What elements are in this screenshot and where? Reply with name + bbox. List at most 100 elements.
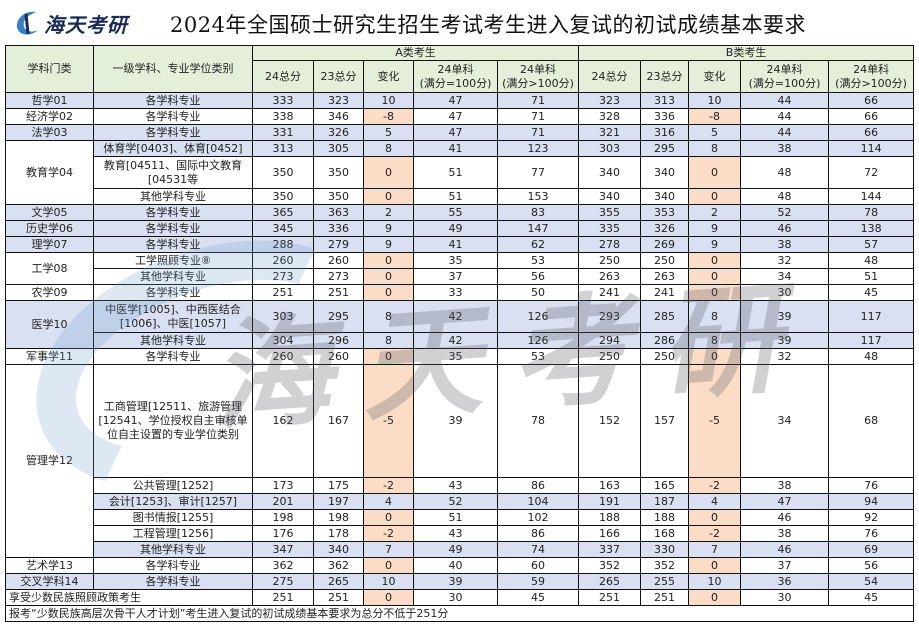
score-a-total23: 326: [313, 124, 364, 141]
score-b-total24: 355: [578, 204, 642, 221]
header-b-col-4: 24单科 (满分>100分): [828, 60, 915, 93]
score-b-single100: 46: [740, 220, 830, 237]
logo-icon: [12, 8, 42, 38]
score-a-single-over100: 126: [496, 300, 580, 333]
score-a-change: 9: [363, 236, 414, 253]
discipline-cell: 各学科专业: [93, 204, 253, 221]
score-a-single-over100: 50: [496, 284, 580, 301]
score-a-single100: 33: [413, 284, 498, 301]
score-b-total23: 165: [640, 477, 690, 494]
score-b-total23: 326: [640, 220, 690, 237]
table-row: 法学03 各学科专业 331 326 5 47 71 321 316 5 44 66: [5, 124, 915, 141]
logo: 海天考研: [12, 6, 128, 40]
score-a-single100: 40: [413, 557, 498, 574]
score-a-total23: 346: [313, 108, 364, 125]
score-a-single100: 37: [413, 268, 498, 285]
score-a-single100: 30: [413, 589, 498, 606]
score-a-total23: 350: [313, 188, 364, 205]
table-row: 工学08 工学照顾专业⑧ 260 260 0 35 53 250 250 0 32 48: [5, 252, 915, 285]
score-b-single-over100: 48: [828, 348, 915, 365]
score-a-single-over100: 147: [496, 220, 580, 237]
score-a-total23: 260: [313, 252, 364, 269]
title-bar: 海天考研 2024年全国硕士研究生招生考试考生进入复试的初试成绩基本要求: [0, 0, 919, 45]
discipline-cell: 其他学科专业: [93, 268, 253, 285]
score-a-total23: 251: [313, 284, 364, 301]
score-b-change: 9: [688, 236, 742, 253]
score-a-total24: 176: [252, 525, 314, 542]
score-b-single100: 46: [740, 541, 830, 558]
score-b-single-over100: 94: [828, 493, 915, 510]
score-a-total23: 296: [313, 332, 364, 349]
discipline-cell: 各学科专业: [93, 108, 253, 125]
table-row: 经济学02 各学科专业 338 346 -8 47 71 328 336 -8 44 66: [5, 108, 915, 125]
category-cell: 理学07: [5, 236, 94, 253]
score-a-change: -2: [363, 477, 414, 494]
header-b-col-1: 23总分: [640, 60, 690, 93]
discipline-cell: 各学科专业: [93, 124, 253, 141]
score-b-single100: 44: [740, 92, 830, 109]
score-a-total24: 173: [252, 477, 314, 494]
score-a-single-over100: 102: [496, 509, 580, 526]
table-row: 交叉学科14 各学科专业 275 265 10 39 59 265 255 10 36 54: [5, 573, 915, 590]
table-row: 医学10 中医学[1005]、中西医结合[1006]、中医[1057] 303 295…: [5, 300, 915, 349]
page-title: 2024年全国硕士研究生招生考试考生进入复试的初试成绩基本要求: [170, 13, 806, 37]
category-cell: 经济学02: [5, 108, 94, 125]
category-cell: 军事学11: [5, 348, 94, 365]
score-b-single-over100: 57: [828, 236, 915, 253]
score-b-total23: 353: [640, 204, 690, 221]
score-b-change: 4: [688, 493, 742, 510]
score-b-single-over100: 51: [828, 268, 915, 285]
score-a-single100: 49: [413, 220, 498, 237]
score-b-single100: 48: [740, 156, 830, 189]
score-b-total24: 352: [578, 557, 642, 574]
score-b-change: -5: [688, 364, 742, 478]
discipline-cell: 其他学科专业: [93, 541, 253, 558]
score-a-total24: 260: [252, 348, 314, 365]
score-b-total24: 278: [578, 236, 642, 253]
score-b-total23: 330: [640, 541, 690, 558]
score-b-total23: 251: [640, 589, 690, 606]
score-b-total24: 251: [578, 589, 642, 606]
score-b-total24: 323: [578, 92, 642, 109]
score-b-single100: 48: [740, 188, 830, 205]
discipline-cell: 其他学科专业: [93, 332, 253, 349]
table-row: 公共管理[1252] 173 175 -2 43 86 163 165 -2 38 76: [6, 477, 915, 494]
score-b-total24: 340: [578, 188, 642, 205]
score-b-total23: 255: [640, 573, 690, 590]
score-b-change: 0: [688, 509, 742, 526]
score-b-single100: 44: [740, 108, 830, 125]
score-b-single-over100: 117: [828, 332, 915, 349]
score-b-single-over100: 92: [828, 509, 915, 526]
score-a-change: 0: [363, 509, 414, 526]
category-cell: 工学08: [5, 252, 94, 285]
table-row: 哲学01 各学科专业 333 323 10 47 71 323 313 10 44 66: [5, 92, 915, 109]
score-b-change: -2: [688, 477, 742, 494]
score-a-total23: 178: [313, 525, 364, 542]
score-a-single100: 35: [413, 252, 498, 269]
score-a-single100: 39: [413, 573, 498, 590]
score-a-total23: 167: [313, 364, 364, 478]
score-b-total23: 250: [640, 252, 690, 269]
score-b-total23: 168: [640, 525, 690, 542]
score-b-single-over100: 114: [828, 140, 915, 157]
score-b-total24: 265: [578, 573, 642, 590]
score-b-single100: 47: [740, 493, 830, 510]
score-a-total23: 279: [313, 236, 364, 253]
score-a-single100: 51: [413, 156, 498, 189]
discipline-cell: 各学科专业: [93, 573, 253, 590]
discipline-cell: 工程管理[1256]: [93, 525, 253, 542]
score-b-change: 0: [688, 284, 742, 301]
score-a-single100: 43: [413, 477, 498, 494]
score-b-change: 8: [688, 300, 742, 333]
score-b-total24: 340: [578, 156, 642, 189]
table-row: 历史学06 各学科专业 345 336 9 49 147 335 326 9 46 138: [5, 220, 915, 237]
discipline-cell: 其他学科专业: [93, 188, 253, 205]
score-b-total24: 321: [578, 124, 642, 141]
score-a-single100: 47: [413, 108, 498, 125]
discipline-cell: 各学科专业: [93, 348, 253, 365]
score-a-change: 7: [363, 541, 414, 558]
score-b-total24: 188: [578, 509, 642, 526]
score-b-total24: 328: [578, 108, 642, 125]
score-b-single100: 34: [740, 268, 830, 285]
score-a-single-over100: 126: [496, 332, 580, 349]
